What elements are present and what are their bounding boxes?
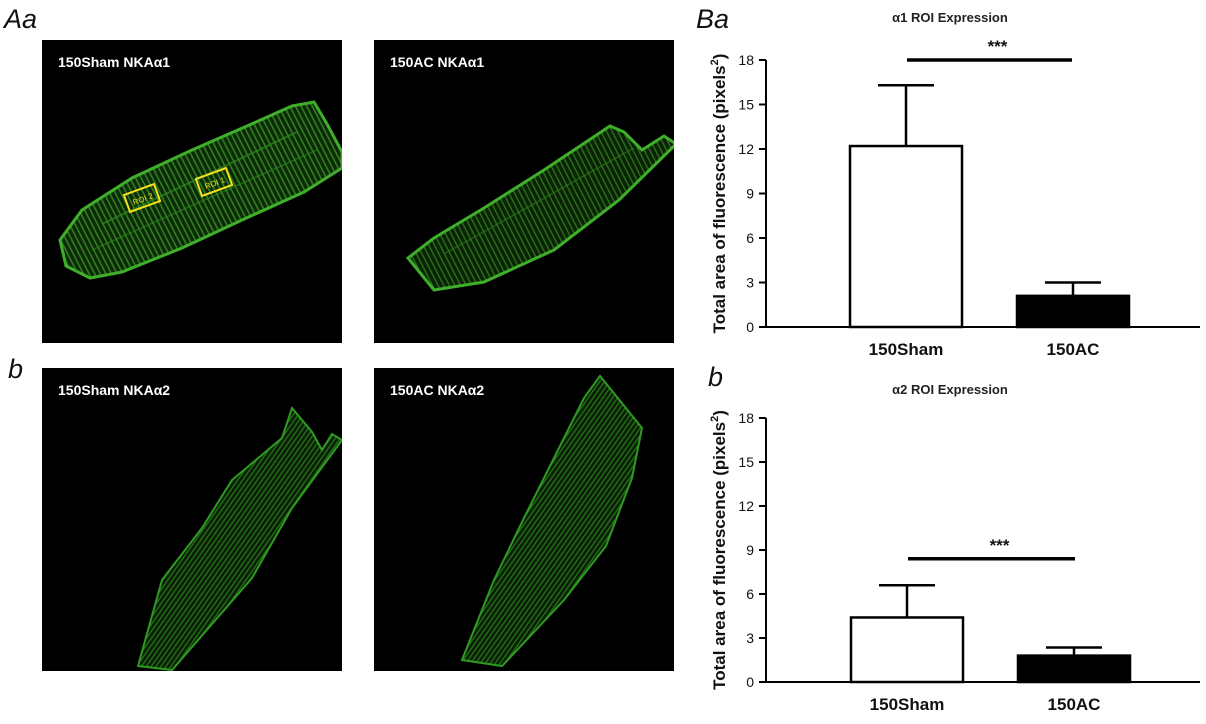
y-tick-label: 18: [738, 410, 754, 426]
y-tick-label: 0: [746, 319, 754, 335]
cardiomyocyte-ac-alpha2-image: [460, 374, 644, 668]
y-tick-label: 18: [738, 52, 754, 68]
x-tick-label: 150Sham: [869, 340, 944, 359]
alpha2-roi-expression-chart: α2 ROI Expression Total area of fluoresce…: [709, 382, 1200, 714]
x-tick-label: 150AC: [1047, 340, 1100, 359]
chart-title: α1 ROI Expression: [892, 10, 1008, 25]
panel-letter-b-left: b: [8, 354, 24, 384]
y-tick-label: 15: [738, 454, 754, 470]
panel-letter-Ba: Ba: [696, 4, 730, 34]
y-axis-label: Total area of fluorescence (pixels2): [709, 410, 729, 690]
significance-label: ***: [988, 37, 1008, 56]
micrograph-sham-alpha1: ROI 2 ROI 1 150Sham NKAα1: [42, 40, 342, 343]
micrograph-label-sham-alpha1: 150Sham NKAα1: [58, 54, 171, 70]
chart-title: α2 ROI Expression: [892, 382, 1008, 397]
micrograph-label-ac-alpha1: 150AC NKAα1: [390, 54, 485, 70]
x-tick-label: 150AC: [1048, 695, 1101, 714]
micrograph-label-ac-alpha2: 150AC NKAα2: [390, 382, 485, 398]
y-tick-label: 3: [746, 275, 754, 291]
cardiomyocyte-sham-alpha1-image: ROI 2 ROI 1: [58, 100, 342, 280]
micrograph-sham-alpha2: 150Sham NKAα2: [42, 368, 342, 671]
y-tick-label: 0: [746, 674, 754, 690]
micrograph-ac-alpha1: 150AC NKAα1: [374, 40, 674, 343]
significance-label: ***: [990, 536, 1010, 555]
cardiomyocyte-sham-alpha2-image: [136, 405, 342, 671]
y-axis-label: Total area of fluorescence (pixels2): [709, 54, 729, 334]
y-tick-label: 6: [746, 230, 754, 246]
micrograph-ac-alpha2: 150AC NKAα2: [374, 368, 674, 671]
y-tick-label: 9: [746, 186, 754, 202]
panel-letter-b-right: b: [708, 362, 724, 392]
bar-150Sham: [848, 144, 964, 329]
y-tick-label: 12: [738, 141, 754, 157]
y-tick-label: 3: [746, 630, 754, 646]
bar-150Sham: [849, 616, 965, 684]
y-tick-label: 9: [746, 542, 754, 558]
cardiomyocyte-ac-alpha1-image: [405, 124, 674, 292]
bar-150AC: [1015, 294, 1131, 329]
bar-150AC: [1016, 654, 1132, 684]
x-tick-label: 150Sham: [870, 695, 945, 714]
y-tick-label: 15: [738, 97, 754, 113]
y-tick-label: 6: [746, 586, 754, 602]
y-tick-label: 12: [738, 498, 754, 514]
micrograph-label-sham-alpha2: 150Sham NKAα2: [58, 382, 171, 398]
panel-letter-Aa: Aa: [4, 4, 38, 34]
alpha1-roi-expression-chart: α1 ROI Expression Total area of fluoresce…: [709, 10, 1200, 359]
